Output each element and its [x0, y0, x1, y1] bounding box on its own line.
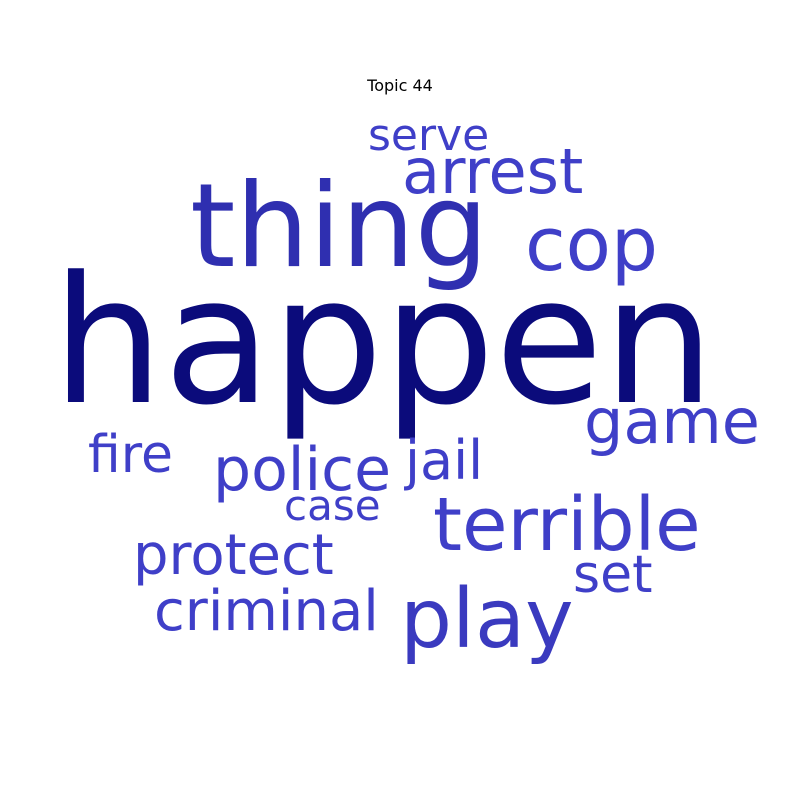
word-case: case — [284, 481, 381, 530]
word-protect: protect — [133, 523, 334, 588]
word-terrible: terrible — [433, 482, 701, 568]
word-arrest: arrest — [402, 135, 583, 208]
word-play: play — [400, 572, 574, 667]
word-jail: jail — [404, 429, 483, 492]
word-thing: thing — [190, 159, 488, 294]
word-police: police — [213, 435, 391, 505]
word-cop: cop — [525, 202, 658, 288]
word-set: set — [573, 545, 652, 605]
word-fire: fire — [88, 425, 173, 485]
word-happen: happen — [52, 239, 715, 444]
chart-title: Topic 44 — [367, 76, 433, 95]
word-criminal: criminal — [154, 579, 379, 644]
word-game: game — [584, 385, 760, 458]
word-serve: serve — [368, 110, 489, 161]
